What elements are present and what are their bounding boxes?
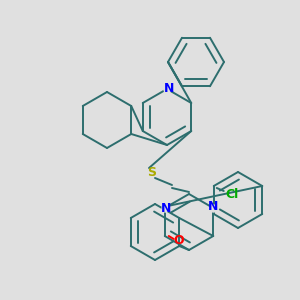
- Text: Cl: Cl: [225, 188, 238, 200]
- Text: O: O: [173, 235, 184, 248]
- Text: N: N: [160, 202, 171, 214]
- Text: N: N: [164, 82, 174, 95]
- Text: N: N: [208, 200, 218, 214]
- Text: S: S: [148, 167, 157, 179]
